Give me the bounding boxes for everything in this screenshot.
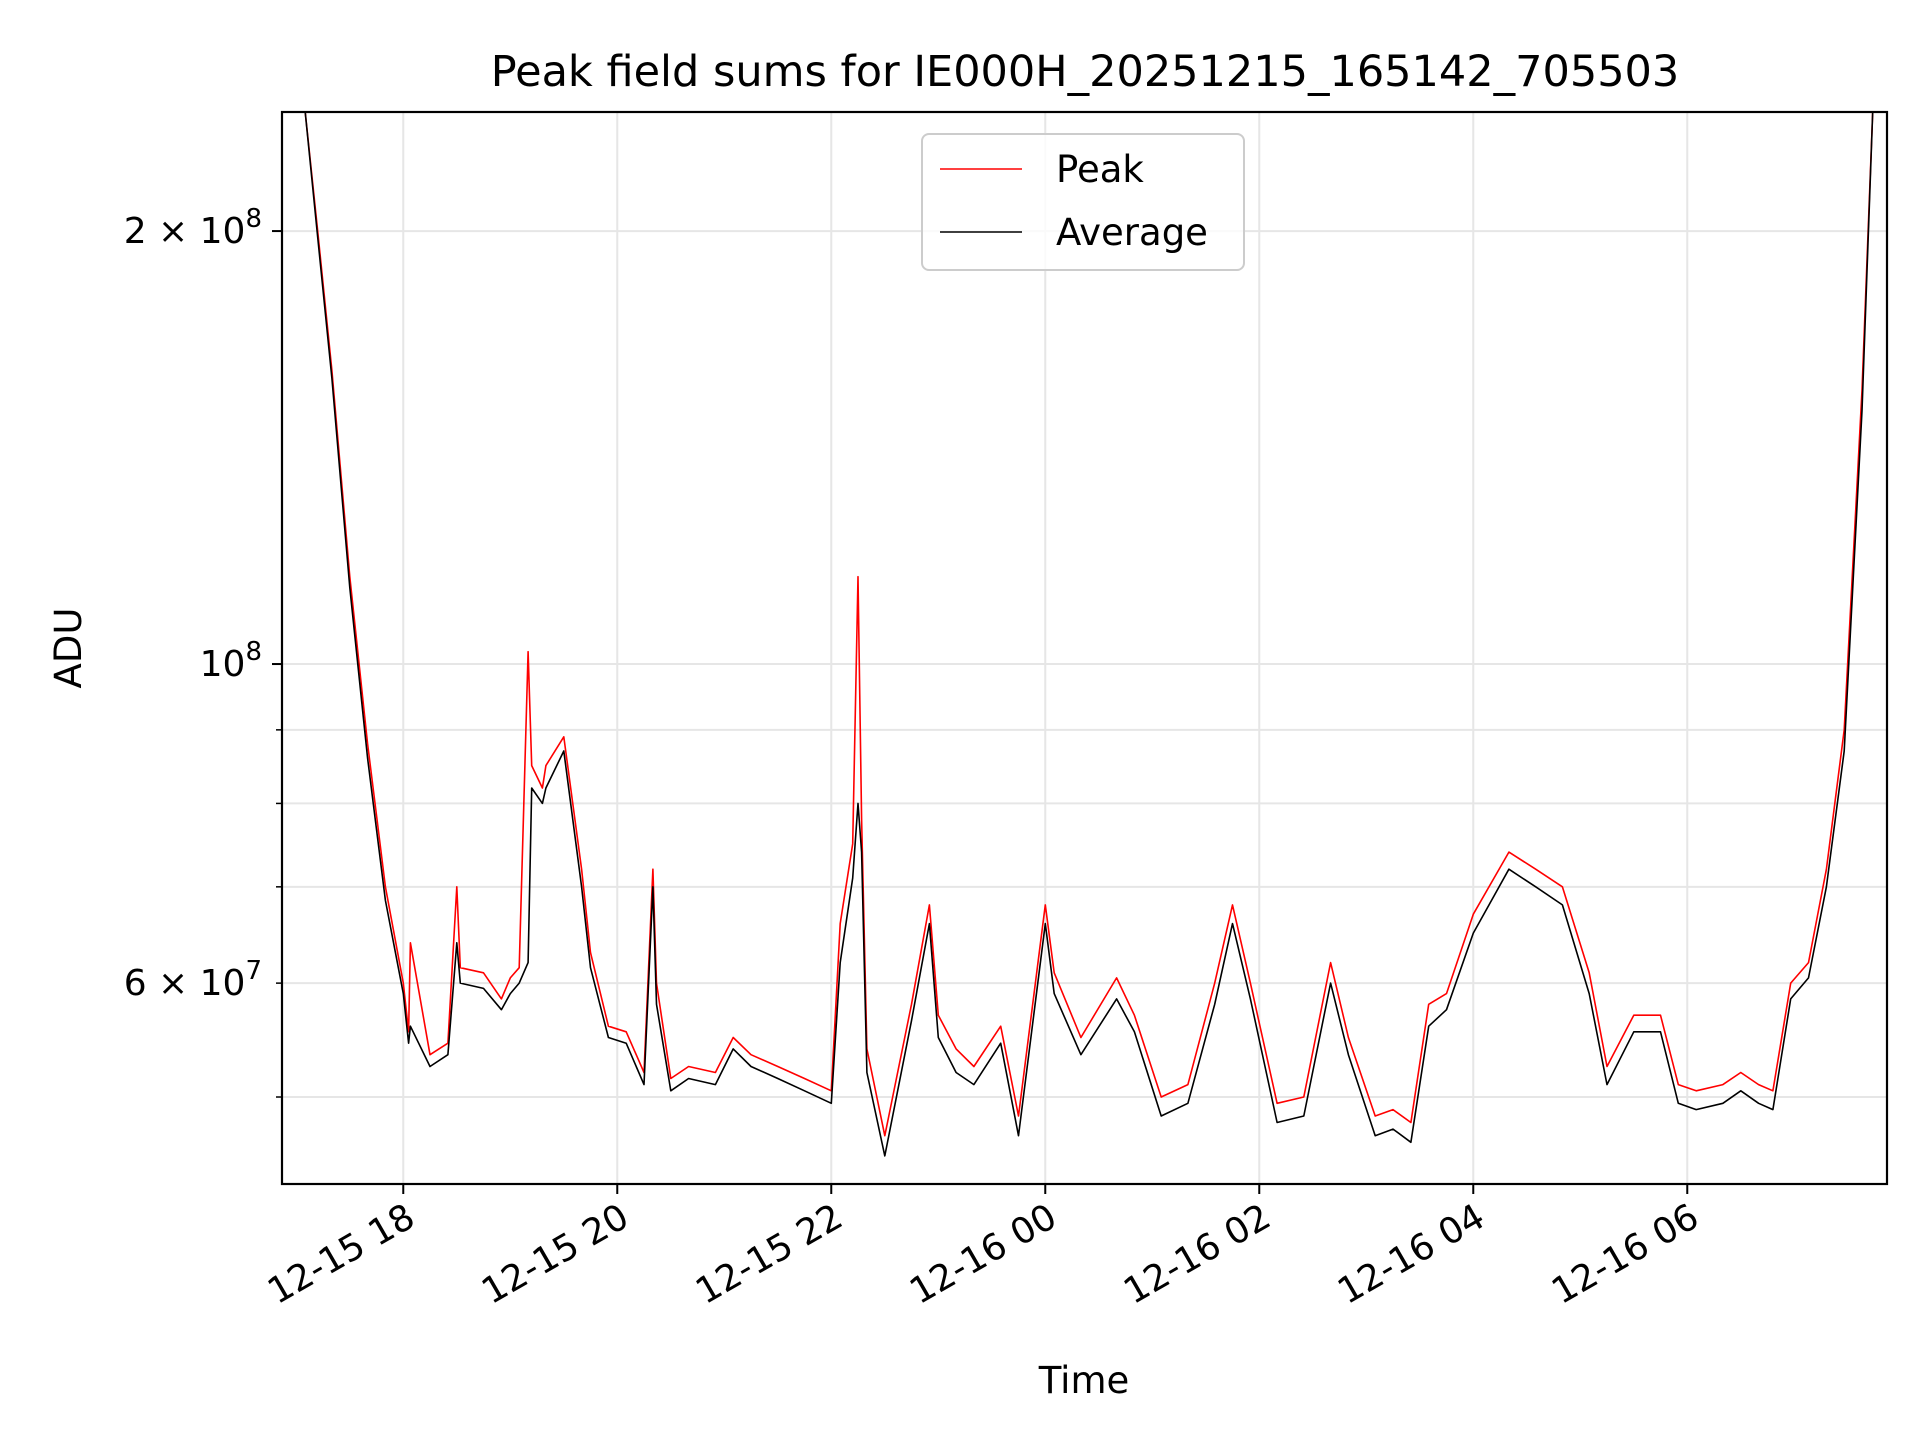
y-tick-label: 2 × 108	[124, 204, 262, 252]
legend-box	[921, 133, 1245, 271]
y-tick-label: 6 × 107	[124, 956, 262, 1004]
y-axis-label: ADU	[47, 608, 90, 689]
x-axis-label: Time	[1038, 1359, 1130, 1402]
legend-label-average: Average	[1056, 211, 1208, 254]
chart-title: Peak field sums for IE000H_20251215_1651…	[491, 47, 1680, 97]
series-layer	[304, 111, 1874, 1157]
series-line-average	[304, 111, 1874, 1157]
y-tick-label: 108	[200, 637, 262, 685]
y-axis-ticks: 6 × 107 108 2 × 108	[124, 204, 282, 1098]
legend-label-peak: Peak	[1056, 148, 1144, 191]
plot-frame	[280, 110, 1889, 1186]
legend: Peak Average	[921, 133, 1245, 271]
series-line-peak	[304, 111, 1874, 1137]
